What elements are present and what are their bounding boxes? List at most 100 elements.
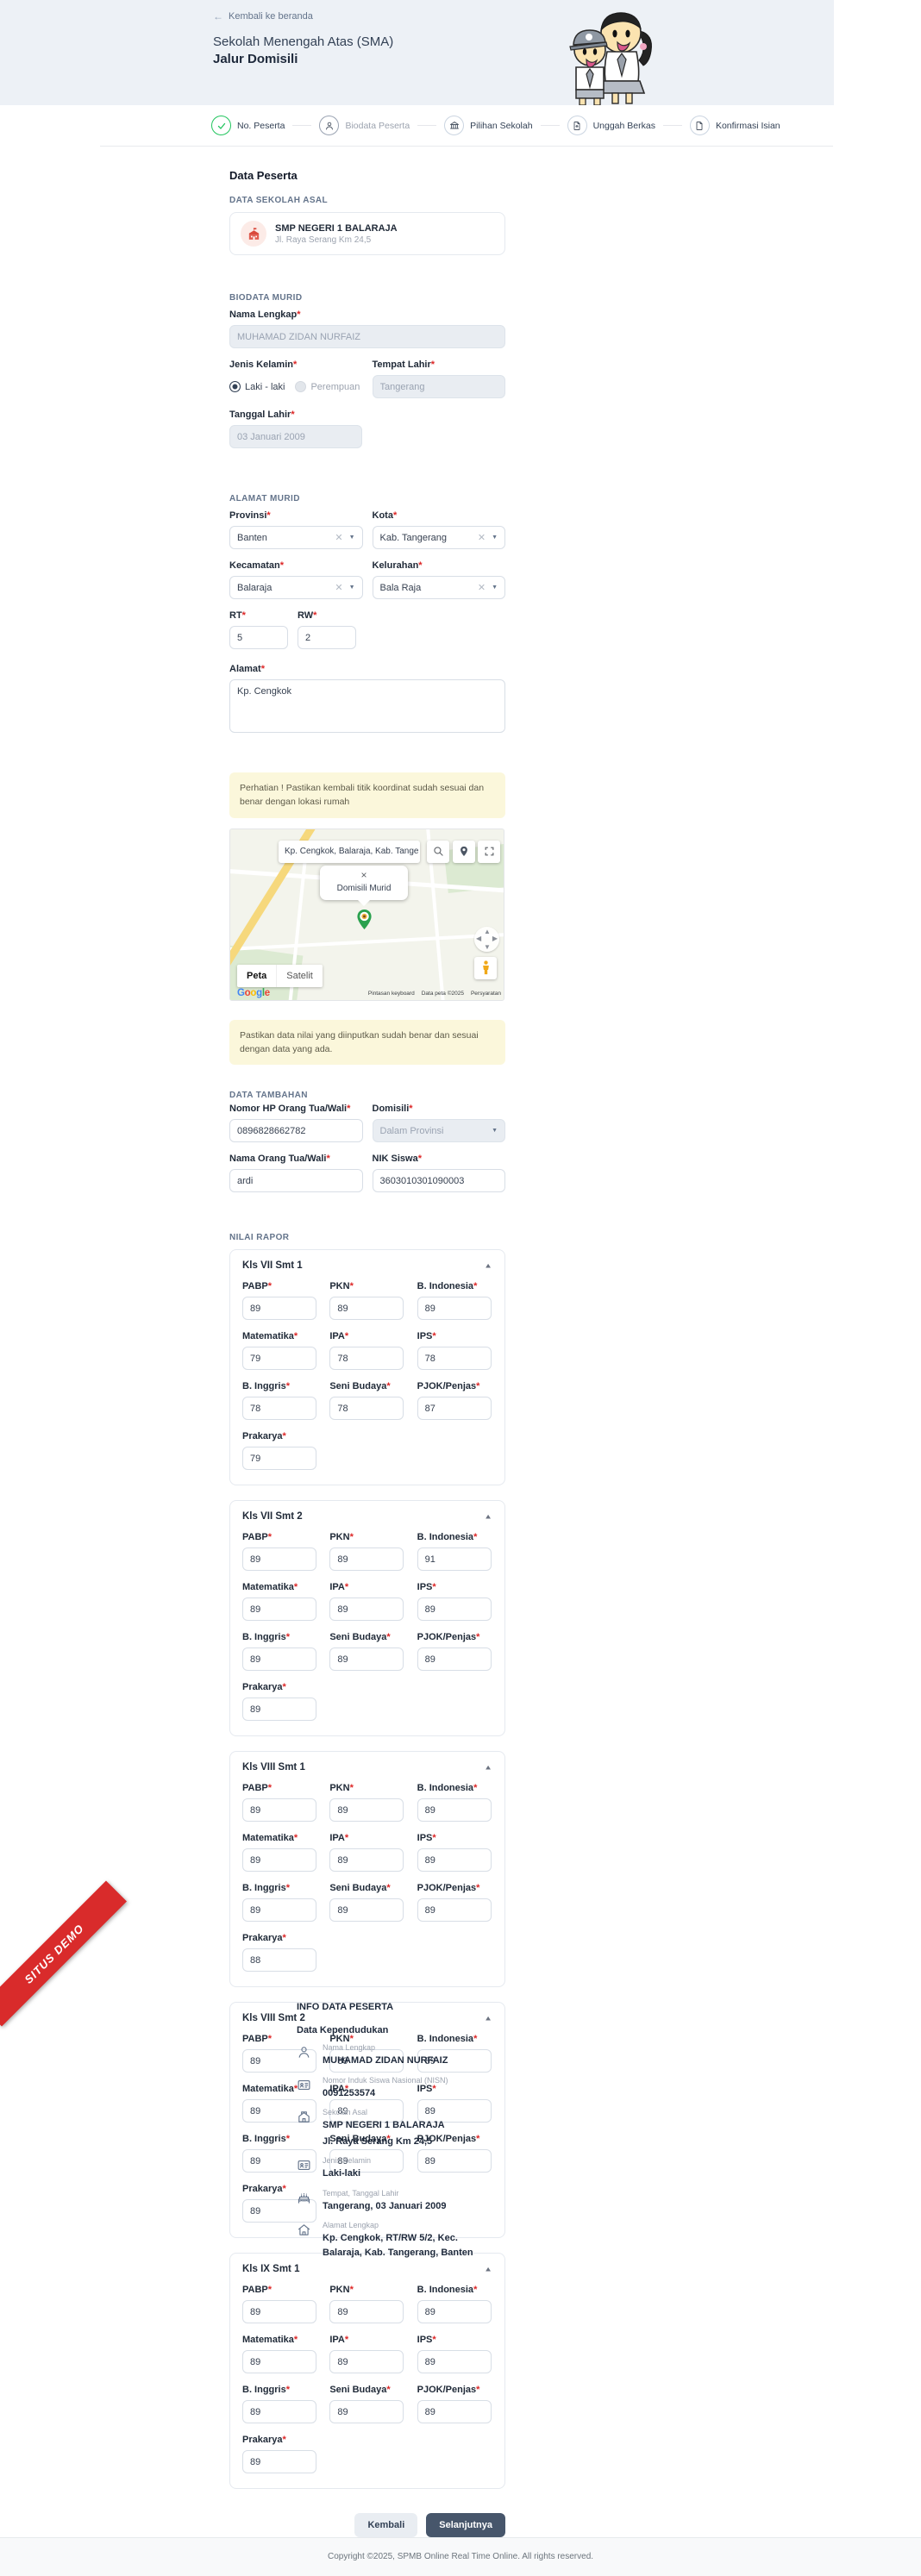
grade-input[interactable]: [329, 1597, 404, 1622]
grade-input[interactable]: [417, 1597, 492, 1622]
nama-ortu-field[interactable]: [229, 1169, 363, 1193]
grade-input[interactable]: [242, 2049, 316, 2073]
rt-field[interactable]: [229, 626, 288, 649]
provinsi-select[interactable]: Banten ✕ ▼: [229, 526, 363, 549]
kembali-button[interactable]: Kembali: [354, 2513, 418, 2538]
back-to-home-link[interactable]: ← Kembali ke beranda: [213, 10, 313, 22]
grade-input[interactable]: [417, 2049, 492, 2073]
grade-input[interactable]: [242, 1397, 316, 1421]
section-biodata-murid: BIODATA MURID: [229, 293, 303, 303]
map-pan-control[interactable]: ▲ ▼ ◀ ▶: [474, 926, 499, 952]
grade-input[interactable]: [242, 2300, 316, 2324]
clear-icon[interactable]: ✕: [335, 533, 343, 543]
map-search-input[interactable]: Kp. Cengkok, Balaraja, Kab. Tange: [279, 840, 420, 863]
close-icon[interactable]: ×: [360, 868, 367, 881]
hp-ortu-field[interactable]: [229, 1119, 363, 1143]
domicile-map[interactable]: Kp. Cengkok, Balaraja, Kab. Tange × Domi…: [229, 828, 504, 1001]
grade-input[interactable]: [417, 2099, 492, 2123]
grade-input[interactable]: [329, 2149, 404, 2173]
grade-input[interactable]: [242, 2199, 316, 2223]
grade-field: IPA*: [329, 2084, 404, 2123]
chevron-up-icon[interactable]: ▲: [484, 1261, 492, 1270]
grade-input[interactable]: [329, 1898, 404, 1923]
grade-input[interactable]: [329, 2099, 404, 2123]
grade-input[interactable]: [242, 1597, 316, 1622]
map-layer-peta[interactable]: Peta: [247, 970, 267, 981]
grade-input[interactable]: [242, 1798, 316, 1823]
grade-input[interactable]: [329, 1547, 404, 1572]
rw-field[interactable]: [298, 626, 356, 649]
step-no-peserta[interactable]: No. Peserta: [211, 116, 285, 135]
kota-select[interactable]: Kab. Tangerang ✕ ▼: [372, 526, 505, 549]
grade-input[interactable]: [417, 1898, 492, 1923]
grade-input[interactable]: [242, 1347, 316, 1371]
chevron-up-icon[interactable]: ▲: [484, 1512, 492, 1521]
domicile-marker-icon[interactable]: [356, 909, 373, 930]
section-nilai-rapor: NILAI RAPOR: [229, 1233, 290, 1243]
grade-input[interactable]: [329, 1848, 404, 1873]
grade-input[interactable]: [329, 1648, 404, 1672]
grade-input[interactable]: [242, 1447, 316, 1471]
grade-input[interactable]: [329, 2300, 404, 2324]
alamat-field[interactable]: Kp. Cengkok: [229, 679, 505, 733]
selanjutnya-button[interactable]: Selanjutnya: [426, 2513, 505, 2538]
grade-input[interactable]: [329, 2400, 404, 2424]
tanggal-lahir-field: [229, 425, 362, 448]
nik-siswa-field[interactable]: [372, 1169, 505, 1193]
map-fullscreen-button[interactable]: [478, 840, 500, 863]
step-pilihan-sekolah[interactable]: Pilihan Sekolah: [444, 116, 533, 135]
map-layer-satelit[interactable]: Satelit: [276, 964, 323, 987]
grade-input[interactable]: [417, 1347, 492, 1371]
grade-input[interactable]: [417, 1547, 492, 1572]
clear-icon[interactable]: ✕: [335, 583, 343, 593]
map-keyboard-shortcuts-link[interactable]: Pintasan keyboard: [367, 990, 415, 997]
clear-icon[interactable]: ✕: [477, 583, 486, 593]
radio-perempuan[interactable]: Perempuan: [295, 381, 360, 392]
chevron-up-icon[interactable]: ▲: [484, 2014, 492, 2023]
grade-input[interactable]: [242, 2350, 316, 2374]
grade-input[interactable]: [242, 1948, 316, 1973]
radio-laki-laki[interactable]: Laki - laki: [229, 381, 285, 392]
grade-input[interactable]: [329, 2350, 404, 2374]
grade-input[interactable]: [242, 2450, 316, 2474]
grade-input[interactable]: [329, 1347, 404, 1371]
grade-input[interactable]: [417, 2149, 492, 2173]
map-layer-switcher: Peta Satelit: [237, 964, 323, 987]
grade-input[interactable]: [242, 1898, 316, 1923]
grade-input[interactable]: [417, 2350, 492, 2374]
grade-input[interactable]: [329, 1397, 404, 1421]
kelurahan-select[interactable]: Bala Raja ✕ ▼: [372, 576, 505, 599]
street-view-pegman[interactable]: [474, 956, 497, 979]
kecamatan-select[interactable]: Balaraja ✕ ▼: [229, 576, 363, 599]
grade-input[interactable]: [242, 1648, 316, 1672]
grade-input[interactable]: [329, 1297, 404, 1321]
google-logo[interactable]: Google: [237, 987, 270, 998]
grade-input[interactable]: [417, 1397, 492, 1421]
grade-label: PKN*: [329, 1783, 354, 1794]
grade-label: Seni Budaya*: [329, 1883, 391, 1894]
map-terms-link[interactable]: Persyaratan: [470, 990, 501, 997]
clear-icon[interactable]: ✕: [477, 533, 486, 543]
map-pin-button[interactable]: [453, 840, 475, 863]
chevron-up-icon[interactable]: ▲: [484, 1763, 492, 1772]
chevron-up-icon[interactable]: ▲: [484, 2265, 492, 2273]
step-biodata-peserta[interactable]: Biodata Peserta: [319, 116, 410, 135]
grade-field: B. Indonesia*: [417, 2285, 492, 2324]
grade-input[interactable]: [242, 1698, 316, 1722]
grade-input[interactable]: [242, 1547, 316, 1572]
grade-input[interactable]: [417, 1848, 492, 1873]
grade-input[interactable]: [329, 2049, 404, 2073]
grade-input[interactable]: [417, 1648, 492, 1672]
map-search-button[interactable]: [427, 840, 449, 863]
grade-input[interactable]: [417, 2300, 492, 2324]
grade-input[interactable]: [417, 2400, 492, 2424]
person-icon: [319, 116, 340, 135]
grade-input[interactable]: [242, 1848, 316, 1873]
grade-input[interactable]: [242, 2400, 316, 2424]
step-konfirmasi-isian[interactable]: Konfirmasi Isian: [689, 116, 780, 135]
grade-input[interactable]: [242, 1297, 316, 1321]
grade-input[interactable]: [329, 1798, 404, 1823]
grade-input[interactable]: [417, 1798, 492, 1823]
grade-input[interactable]: [417, 1297, 492, 1321]
step-unggah-berkas[interactable]: Unggah Berkas: [567, 116, 655, 135]
